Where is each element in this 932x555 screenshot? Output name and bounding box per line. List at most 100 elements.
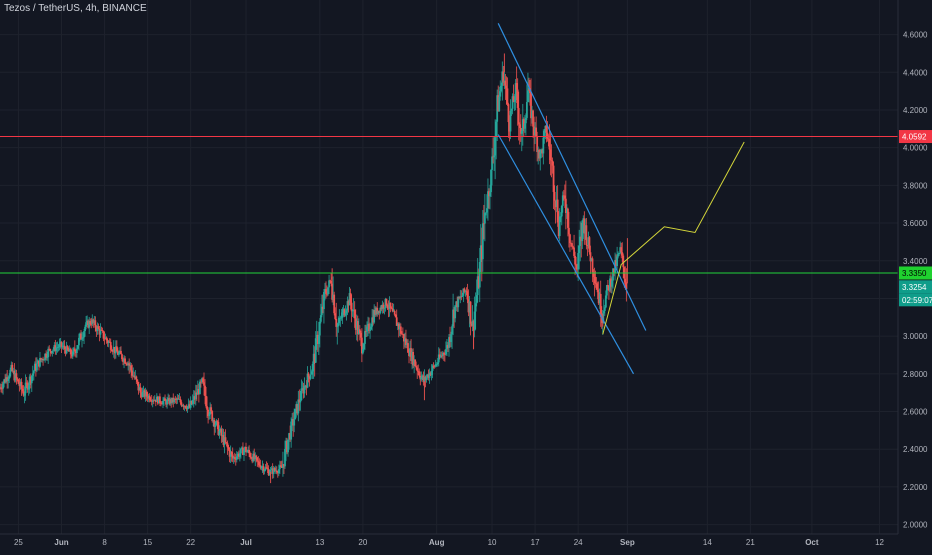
- candle-body: [594, 283, 597, 284]
- candle-body: [540, 149, 543, 153]
- candle-body: [228, 449, 231, 457]
- time-axis[interactable]: 25 Jun 8 15 22 Jul 13 20 Aug 10 17 24 Sep 14 21 Oct 12: [0, 533, 898, 547]
- candle-body: [497, 95, 500, 112]
- candle-body: [25, 382, 28, 384]
- candle-body: [350, 302, 353, 312]
- x-tick-label: 15: [143, 538, 152, 547]
- candle-body: [603, 307, 606, 312]
- candle-body: [610, 278, 612, 287]
- candle-body: [213, 419, 216, 427]
- candle-body: [539, 152, 542, 159]
- candle-body: [452, 309, 455, 327]
- candle-body: [516, 89, 519, 108]
- y-tick-label: 2.2000: [903, 483, 928, 492]
- candle-body: [22, 391, 25, 396]
- candle-body: [396, 323, 399, 326]
- last-price-label-bg: [899, 280, 932, 294]
- candle-body: [554, 200, 557, 208]
- candle-body: [436, 362, 439, 365]
- candle-body: [307, 373, 310, 377]
- y-tick-label: 3.4000: [903, 257, 928, 266]
- candle-body: [233, 457, 236, 459]
- candle-body: [536, 136, 539, 153]
- candle-body: [585, 225, 588, 246]
- candle-body: [573, 247, 575, 256]
- candle-body: [472, 320, 475, 331]
- candle-body: [580, 236, 583, 242]
- candle-body: [268, 473, 271, 476]
- candle-body: [225, 442, 228, 444]
- candle-body: [81, 338, 83, 340]
- candle-body: [14, 373, 17, 381]
- candle-body: [387, 308, 390, 310]
- candle-body: [502, 71, 505, 83]
- candle-body: [287, 439, 289, 453]
- candle-body: [376, 307, 379, 314]
- y-tick-label: 4.0000: [903, 144, 928, 153]
- candle-body: [78, 337, 80, 346]
- candle-body: [552, 165, 555, 192]
- candle-body: [513, 99, 516, 102]
- candle-body: [19, 381, 22, 387]
- candle-body: [349, 293, 352, 303]
- candle-body: [550, 160, 553, 161]
- candle-body: [54, 345, 57, 351]
- candle-body: [450, 334, 452, 342]
- candle-body: [299, 400, 302, 403]
- candle-body: [151, 400, 154, 402]
- candle-body: [395, 317, 398, 326]
- drawings[interactable]: [0, 23, 898, 375]
- candle-body: [111, 351, 114, 352]
- candle-body: [371, 317, 374, 327]
- candle-body: [49, 349, 52, 352]
- candle-body: [379, 307, 382, 313]
- candle-body: [234, 458, 237, 460]
- candle-body: [113, 347, 116, 354]
- candle-body: [471, 320, 474, 326]
- candle-body: [431, 365, 434, 371]
- candle-body: [433, 365, 436, 367]
- candle-body: [135, 376, 138, 380]
- candle-body: [250, 457, 253, 459]
- candle-body: [500, 85, 503, 92]
- candle-body: [531, 110, 533, 119]
- candle-body: [358, 329, 361, 333]
- candle-body: [297, 399, 300, 414]
- candle-body: [319, 315, 322, 322]
- candle-body: [424, 376, 427, 380]
- candle-body: [202, 378, 204, 383]
- candle-body: [363, 343, 365, 350]
- candle-body: [59, 341, 62, 344]
- candle-body: [393, 311, 396, 315]
- candle-body: [68, 348, 71, 352]
- candle-body: [383, 307, 386, 309]
- candle-body: [182, 405, 185, 407]
- candle-body: [477, 276, 480, 288]
- candle-body: [221, 435, 224, 437]
- candle-body: [62, 345, 65, 347]
- candle-body: [83, 330, 85, 338]
- candle-body: [490, 169, 492, 193]
- candle-body: [357, 329, 360, 334]
- candle-body: [572, 246, 574, 248]
- candle-body: [624, 278, 627, 283]
- candle-body: [200, 381, 202, 383]
- candle-body: [119, 350, 121, 353]
- candle-body: [140, 392, 143, 397]
- candle-body: [579, 236, 582, 246]
- candle-body: [422, 375, 425, 383]
- candle-body: [52, 349, 55, 351]
- candle-body: [428, 372, 431, 378]
- candle-body: [592, 272, 595, 277]
- candle-body: [167, 398, 170, 400]
- candle-body: [553, 191, 556, 201]
- candle-body: [320, 306, 323, 316]
- candle-body: [454, 305, 457, 319]
- candle-body: [313, 353, 316, 363]
- candle-body: [348, 293, 351, 306]
- candle-body: [562, 195, 565, 197]
- candle-body: [254, 455, 257, 460]
- candle-body: [120, 350, 122, 355]
